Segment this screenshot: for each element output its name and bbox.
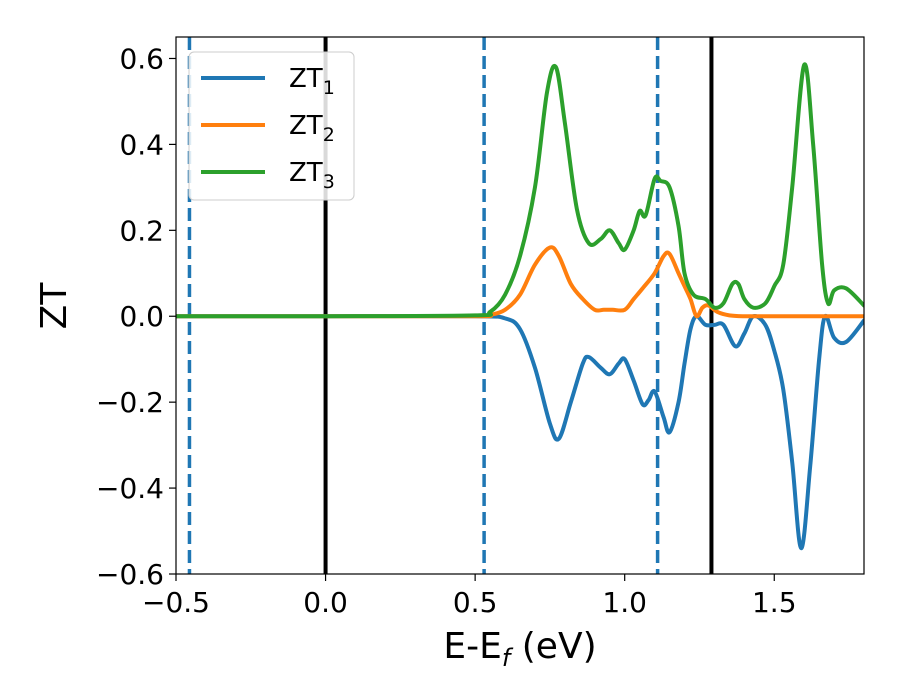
- series-line-zt2: [176, 245, 864, 319]
- x-tick-label: −0.5: [142, 586, 210, 619]
- y-tick-label: −0.4: [96, 472, 164, 505]
- x-tick-label: 0.5: [453, 586, 498, 619]
- y-tick-label: 0.0: [119, 300, 164, 333]
- x-axis-label: E-Ef (eV): [443, 626, 596, 672]
- x-tick-label: 0.0: [303, 586, 348, 619]
- series-group: [176, 62, 864, 551]
- y-tick-label: −0.6: [96, 558, 164, 591]
- y-tick-label: 0.4: [119, 128, 164, 161]
- series-line-zt3: [176, 62, 864, 319]
- legend-label-zt1: ZT1: [289, 64, 335, 99]
- legend-box: [188, 51, 355, 201]
- series-line-zt1: [176, 313, 864, 551]
- y-axis-label: ZT: [34, 282, 75, 330]
- x-axis-label-unit: (eV): [510, 626, 596, 667]
- y-axis-ticks: −0.6 −0.4 −0.2 0.0 0.2 0.4 0.6: [96, 42, 176, 591]
- y-tick-label: −0.2: [96, 386, 164, 419]
- x-tick-label: 1.0: [602, 586, 647, 619]
- plot-frame: [175, 36, 865, 575]
- y-tick-label: 0.6: [119, 42, 164, 75]
- x-tick-label: 1.5: [752, 586, 797, 619]
- legend-label-zt2: ZT2: [289, 111, 335, 146]
- legend: ZT1 ZT2 ZT3: [188, 51, 355, 201]
- y-tick-label: 0.2: [119, 214, 164, 247]
- x-axis-ticks: −0.5 0.0 0.5 1.0 1.5: [142, 574, 797, 619]
- legend-label-zt3: ZT3: [289, 158, 335, 193]
